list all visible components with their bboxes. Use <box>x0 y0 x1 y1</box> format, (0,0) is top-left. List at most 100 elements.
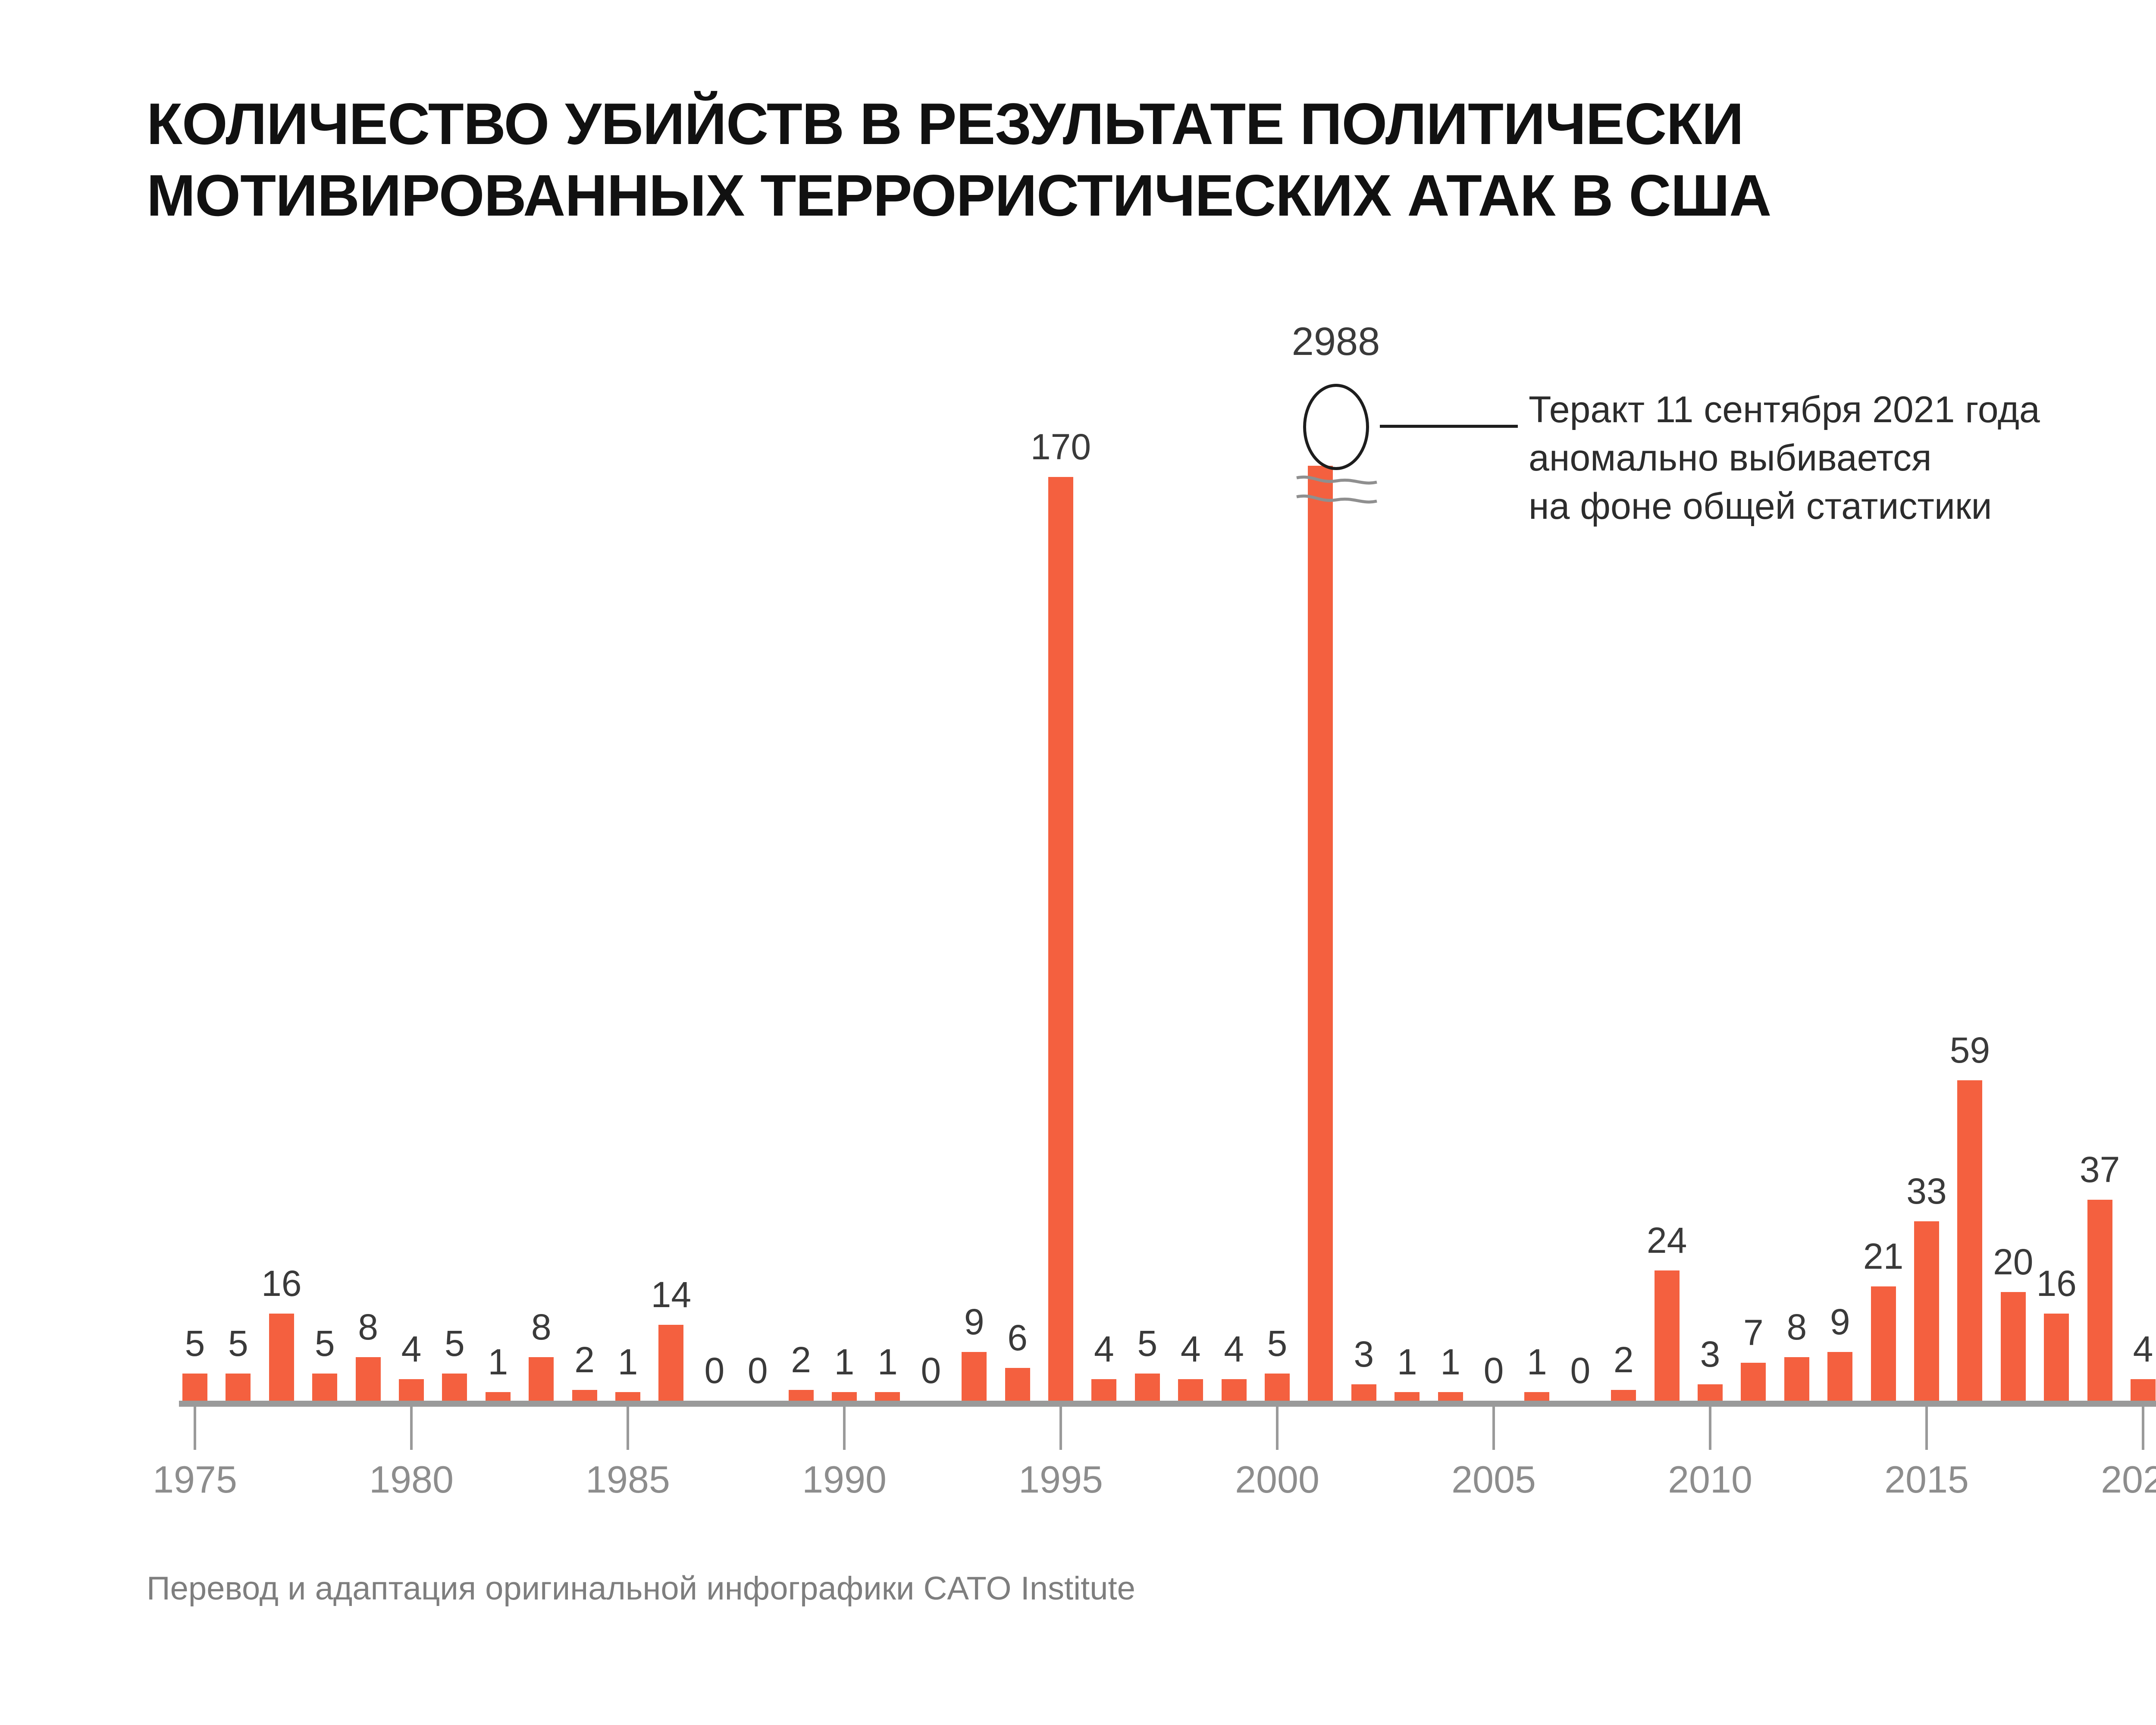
bar <box>182 1374 207 1401</box>
bar-value-label: 21 <box>1863 1236 1904 1277</box>
bar <box>1005 1368 1030 1401</box>
bar-value-label: 3 <box>1700 1334 1720 1375</box>
bar <box>529 1357 554 1401</box>
bar-value-label: 20 <box>1993 1242 2034 1282</box>
bar-value-label: 5 <box>228 1323 248 1364</box>
bar-value-label: 33 <box>1906 1171 1947 1212</box>
bar-value-label: 2 <box>791 1339 811 1380</box>
bar <box>1784 1357 1809 1401</box>
x-axis-tick <box>1276 1407 1279 1450</box>
bar <box>1221 1379 1247 1401</box>
x-axis-tick-label: 2000 <box>1235 1458 1319 1501</box>
bar-value-label: 0 <box>1483 1350 1504 1391</box>
bar <box>1395 1392 1420 1401</box>
bar-value-label: 5 <box>1137 1323 1158 1364</box>
bar <box>788 1389 814 1401</box>
x-axis-tick <box>1925 1407 1928 1450</box>
bar-value-label: 4 <box>1224 1328 1244 1369</box>
bar-value-label: 1 <box>488 1342 508 1382</box>
bar <box>2087 1199 2112 1401</box>
x-axis-tick-label: 2010 <box>1668 1458 1752 1501</box>
bar-value-label: 59 <box>1949 1029 1990 1070</box>
callout-circle-icon <box>1303 384 1369 470</box>
callout-leader-line <box>1380 425 1518 428</box>
bar-value-label: 8 <box>531 1307 552 1348</box>
bar <box>1957 1080 1983 1401</box>
annotation-line-3: на фоне общей статистики <box>1529 485 1992 527</box>
bar <box>1134 1374 1160 1401</box>
x-axis-tick <box>194 1407 196 1450</box>
x-axis-tick-label: 1985 <box>586 1458 670 1501</box>
bar <box>962 1352 987 1401</box>
bar-value-label: 4 <box>1094 1328 1114 1369</box>
bar <box>1178 1379 1203 1401</box>
bar-value-label: 4 <box>401 1328 422 1369</box>
bar-value-label: 1 <box>834 1342 855 1382</box>
bar-value-label: 4 <box>1180 1328 1201 1369</box>
bar-value-label: 5 <box>445 1323 465 1364</box>
bar <box>1091 1379 1117 1401</box>
bar-value-label: 3 <box>1354 1334 1374 1375</box>
bar-value-label: 1 <box>1527 1342 1547 1382</box>
bar-value-label: 1 <box>1397 1342 1417 1382</box>
bar-value-label: 0 <box>921 1350 941 1391</box>
x-axis-tick <box>627 1407 629 1450</box>
bar-value-label: 7 <box>1743 1312 1764 1353</box>
bar <box>312 1374 338 1401</box>
bar-value-label: 9 <box>1830 1301 1850 1342</box>
bar-value-label: 2 <box>574 1339 595 1380</box>
bar-value-label: 0 <box>747 1350 768 1391</box>
bar-value-label: 0 <box>1570 1350 1591 1391</box>
bar <box>1871 1286 1896 1401</box>
source-note: Перевод и адаптация оригинальной инфогра… <box>147 1570 1135 1607</box>
page-title-line-2: МОТИВИРОВАННЫХ ТЕРРОРИСТИЧЕСКИХ АТАК В С… <box>147 162 1771 228</box>
x-axis-tick-label: 1990 <box>802 1458 887 1501</box>
bar-value-label: 24 <box>1646 1220 1687 1261</box>
peak-value-label: 2988 <box>1291 320 1380 364</box>
bar-value-label: 2 <box>1613 1339 1634 1380</box>
bar <box>485 1392 511 1401</box>
header: КОЛИЧЕСТВО УБИЙСТВ В РЕЗУЛЬТАТЕ ПОЛИТИЧЕ… <box>0 0 2156 259</box>
bar-value-label: 5 <box>1267 1323 1288 1364</box>
bar <box>2044 1314 2069 1401</box>
x-axis-tick-label: 1975 <box>153 1458 237 1501</box>
bar <box>1827 1352 1853 1401</box>
x-axis-tick <box>1492 1407 1495 1450</box>
bar <box>658 1324 684 1401</box>
bar-value-label: 1 <box>877 1342 898 1382</box>
bar <box>1265 1374 1290 1401</box>
bar <box>1438 1392 1463 1401</box>
bar-value-label: 170 <box>1030 427 1091 467</box>
x-axis-tick <box>1709 1407 1711 1450</box>
annotation-line-2: аномально выбивается <box>1529 437 1932 479</box>
bar-value-label: 5 <box>314 1323 335 1364</box>
page-title-line-1: КОЛИЧЕСТВО УБИЙСТВ В РЕЗУЛЬТАТЕ ПОЛИТИЧЕ… <box>147 91 1744 157</box>
bar-value-label: 16 <box>261 1263 302 1304</box>
x-axis-tick <box>410 1407 413 1450</box>
bar-value-label: 0 <box>704 1350 725 1391</box>
bar <box>269 1314 294 1401</box>
bar-value-label: 6 <box>1007 1317 1028 1358</box>
bar <box>1308 466 1333 1401</box>
bar <box>1351 1384 1376 1401</box>
bar-value-label: 1 <box>1440 1342 1460 1382</box>
bar-value-label: 16 <box>2036 1263 2077 1304</box>
bar <box>399 1379 424 1401</box>
bar <box>2000 1292 2026 1401</box>
x-axis-tick-label: 1980 <box>369 1458 454 1501</box>
bar <box>1048 477 1073 1401</box>
bar <box>1524 1392 1550 1401</box>
bar-value-label: 5 <box>185 1323 205 1364</box>
bar-value-label: 37 <box>2079 1149 2120 1190</box>
bar-value-label: 14 <box>651 1274 692 1315</box>
bar <box>832 1392 857 1401</box>
bar-value-label: 9 <box>964 1301 984 1342</box>
bar-value-label: 8 <box>1786 1307 1807 1348</box>
bar <box>875 1392 900 1401</box>
bar-value-label: 1 <box>617 1342 638 1382</box>
bar <box>1611 1389 1636 1401</box>
x-axis-tick-label: 2005 <box>1451 1458 1536 1501</box>
bar <box>572 1389 597 1401</box>
